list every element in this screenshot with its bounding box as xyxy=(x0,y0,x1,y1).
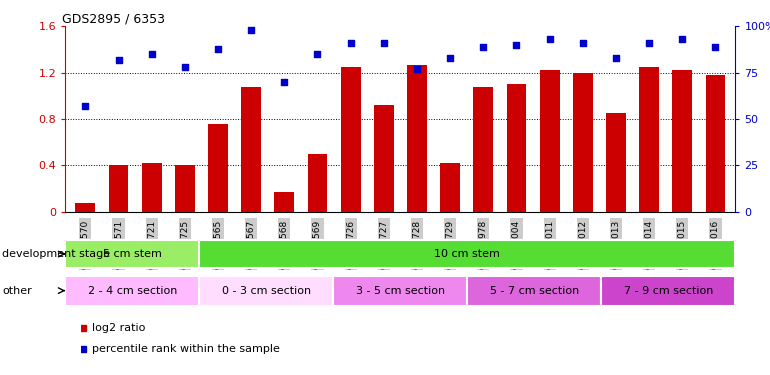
Bar xyxy=(672,70,692,212)
Point xyxy=(444,55,457,61)
Bar xyxy=(606,113,626,212)
Bar xyxy=(65,276,199,306)
Bar xyxy=(340,67,360,212)
Point xyxy=(212,45,224,51)
Bar xyxy=(75,202,95,212)
Point xyxy=(344,40,357,46)
Point xyxy=(79,103,92,109)
Bar xyxy=(601,276,735,306)
Point xyxy=(245,27,257,33)
Point xyxy=(544,36,556,42)
Point xyxy=(511,42,523,48)
Bar xyxy=(467,276,601,306)
Point xyxy=(146,51,158,57)
Text: 5 cm stem: 5 cm stem xyxy=(103,249,162,259)
Point xyxy=(676,36,688,42)
Bar xyxy=(199,276,333,306)
Bar xyxy=(705,75,725,212)
Text: log2 ratio: log2 ratio xyxy=(92,322,145,333)
Bar xyxy=(65,240,199,268)
Text: 0 - 3 cm section: 0 - 3 cm section xyxy=(222,286,311,296)
Text: percentile rank within the sample: percentile rank within the sample xyxy=(92,344,280,354)
Text: 3 - 5 cm section: 3 - 5 cm section xyxy=(356,286,445,296)
Bar xyxy=(573,73,593,212)
Bar xyxy=(199,240,735,268)
Point xyxy=(377,40,390,46)
Point xyxy=(411,66,424,72)
Point xyxy=(643,40,655,46)
Point xyxy=(112,57,125,63)
Bar xyxy=(440,163,460,212)
Bar xyxy=(639,67,659,212)
Bar xyxy=(175,165,195,212)
Bar xyxy=(208,124,228,212)
Bar xyxy=(109,165,129,212)
Text: 7 - 9 cm section: 7 - 9 cm section xyxy=(624,286,713,296)
Point xyxy=(577,40,589,46)
Text: other: other xyxy=(2,286,32,296)
Bar xyxy=(474,87,494,212)
Bar xyxy=(407,64,427,212)
Bar xyxy=(333,276,467,306)
Bar xyxy=(307,154,327,212)
Bar xyxy=(274,192,294,212)
Point xyxy=(311,51,323,57)
Text: 5 - 7 cm section: 5 - 7 cm section xyxy=(490,286,579,296)
Bar xyxy=(540,70,560,212)
Text: 10 cm stem: 10 cm stem xyxy=(434,249,500,259)
Point xyxy=(179,64,191,70)
Text: development stage: development stage xyxy=(2,249,110,259)
Bar xyxy=(374,105,393,212)
Text: 2 - 4 cm section: 2 - 4 cm section xyxy=(88,286,177,296)
Bar xyxy=(507,84,527,212)
Point xyxy=(610,55,622,61)
Point xyxy=(709,44,721,50)
Text: GDS2895 / 6353: GDS2895 / 6353 xyxy=(62,12,165,25)
Point xyxy=(278,79,290,85)
Bar xyxy=(142,163,162,212)
Point xyxy=(477,44,490,50)
Bar xyxy=(241,87,261,212)
